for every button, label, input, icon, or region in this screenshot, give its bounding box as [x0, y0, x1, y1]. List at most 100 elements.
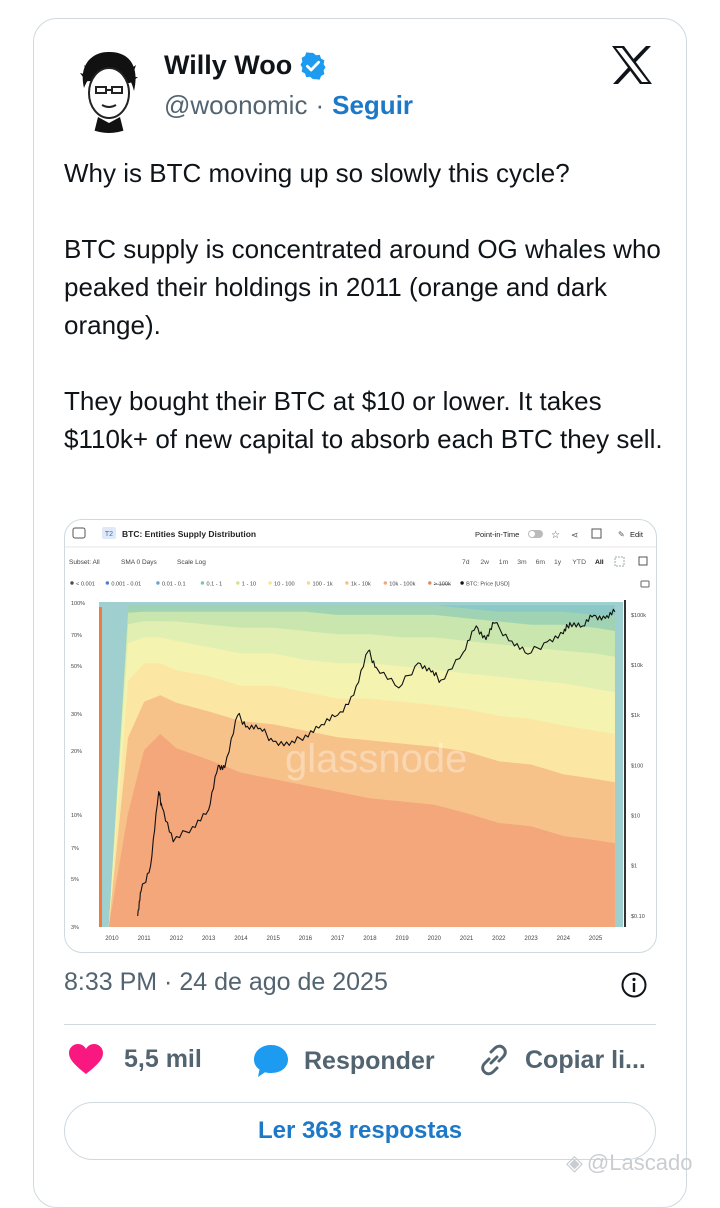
author-avatar[interactable]: [64, 43, 154, 133]
legend-swatch: [156, 581, 160, 585]
calendar-icon[interactable]: [638, 556, 648, 566]
link-icon: [481, 1044, 507, 1076]
like-count: 5,5 mil: [124, 1044, 202, 1073]
y-right-tick-label: $10: [631, 814, 640, 820]
y-right-tick-label: $10k: [631, 663, 643, 669]
legend-item[interactable]: 1 - 10: [242, 582, 256, 588]
y-left-tick-label: 20%: [71, 749, 82, 755]
y-axis-right: $100k $10k $1k $100 $10 $1 $0.10: [631, 613, 646, 920]
x-tick-label: 2018: [363, 936, 377, 942]
legend-swatch: [236, 581, 240, 585]
legend-item[interactable]: BTC: Price [USD]: [466, 582, 510, 588]
legend-swatch: [200, 581, 205, 585]
legend-swatch: [306, 581, 311, 585]
y-right-tick-label: $100k: [631, 613, 646, 619]
tweet-paragraph: Why is BTC moving up so slowly this cycl…: [64, 158, 570, 188]
legend-item[interactable]: 10k - 100k: [389, 582, 415, 588]
legend-swatch: [460, 581, 464, 585]
x-tick-label: 2015: [266, 936, 280, 942]
y-left-tick-label: 100%: [71, 601, 85, 607]
copy-icon[interactable]: [591, 528, 602, 539]
subset-select[interactable]: Subset: All: [69, 559, 100, 566]
x-tick-label: 2013: [202, 936, 216, 942]
camera-icon[interactable]: [640, 580, 650, 588]
range-button-3m[interactable]: 3m: [517, 559, 527, 566]
legend-item[interactable]: 0.1 - 1: [206, 582, 222, 588]
zoom-icon[interactable]: [614, 556, 625, 567]
read-replies-button[interactable]: Ler 363 respostas: [64, 1102, 656, 1160]
range-button-1y[interactable]: 1y: [554, 559, 562, 566]
y-left-tick-label: 30%: [71, 712, 82, 718]
x-tick-label: 2011: [138, 936, 152, 942]
author-handle[interactable]: @woonomic: [164, 90, 308, 120]
follow-button[interactable]: Seguir: [332, 90, 414, 120]
author-name-text: Willy Woo: [164, 50, 293, 80]
tweet-text: Why is BTC moving up so slowly this cycl…: [64, 154, 664, 496]
legend-swatch: [105, 581, 110, 585]
y-right-tick-label: $1: [631, 864, 637, 870]
plot-right-edge: [624, 600, 626, 927]
edit-label[interactable]: Edit: [630, 530, 644, 539]
x-axis: 2010 2011 2012 2013 2014 2015 2016 2017 2018 2019…: [105, 936, 603, 942]
author-handle-row: @woonomic · Seguir: [164, 90, 413, 121]
author-name[interactable]: Willy Woo: [164, 50, 328, 81]
legend-swatch: [345, 581, 349, 585]
actions-divider: [64, 1024, 656, 1025]
legend-item[interactable]: 100 - 1k: [313, 582, 333, 588]
like-button[interactable]: 5,5 mil: [68, 1043, 202, 1075]
x-tick-label: 2016: [299, 936, 313, 942]
star-icon[interactable]: ☆: [551, 530, 560, 541]
copy-link-button[interactable]: Copiar li...: [477, 1043, 646, 1077]
x-tick-label: 2010: [105, 936, 119, 942]
chart-title: BTC: Entities Supply Distribution: [122, 529, 256, 539]
y-left-tick-label: 7%: [71, 846, 79, 852]
y-left-tick-label: 50%: [71, 664, 82, 670]
x-tick-label: 2022: [492, 936, 506, 942]
watermark: ◈ @Lascado: [566, 1150, 692, 1176]
scale-select[interactable]: Scale Log: [177, 559, 206, 566]
tweet-timestamp[interactable]: 8:33 PM · 24 de ago de 2025: [64, 968, 388, 996]
chart-svg: T2 BTC: Entities Supply Distribution Poi…: [65, 527, 656, 942]
range-button-all[interactable]: All: [595, 559, 604, 566]
y-left-tick-label: 10%: [71, 813, 82, 819]
x-logo-icon[interactable]: [610, 45, 654, 85]
range-button-6m[interactable]: 6m: [536, 559, 546, 566]
share-icon[interactable]: ⋖: [571, 530, 579, 540]
legend-swatch: [268, 581, 272, 585]
x-tick-label: 2019: [395, 936, 409, 942]
range-button-1m[interactable]: 1m: [499, 559, 509, 566]
y-right-tick-label: $0.10: [631, 914, 645, 920]
legend-item[interactable]: < 0.001: [76, 582, 95, 588]
tweet-paragraph: BTC supply is concentrated around OG wha…: [64, 234, 661, 340]
toggle-knob: [529, 531, 535, 537]
heart-icon: [69, 1044, 103, 1074]
range-button-2w[interactable]: 2w: [480, 559, 489, 566]
legend-item[interactable]: 0.001 - 0.01: [111, 582, 141, 588]
edit-icon[interactable]: ✎: [618, 530, 625, 539]
range-buttons: 7d 2w 1m 3m 6m 1y YTD All: [462, 556, 625, 567]
range-button-7d[interactable]: 7d: [462, 559, 470, 566]
glassnode-watermark: glassnode: [285, 737, 467, 781]
sidebar-toggle-icon[interactable]: [72, 527, 86, 539]
copy-link-label: Copiar li...: [525, 1045, 646, 1074]
x-tick-label: 2017: [331, 936, 345, 942]
chart-legend: < 0.001 0.001 - 0.01 0.01 - 0.1 0.1 - 1 1 - …: [70, 581, 510, 588]
info-icon[interactable]: [620, 971, 648, 999]
plot-area: [99, 602, 623, 927]
range-button-ytd[interactable]: YTD: [572, 559, 586, 566]
legend-swatch: [70, 581, 74, 585]
legend-item[interactable]: 1k - 10k: [351, 582, 371, 588]
legend-swatch: [428, 581, 432, 585]
legend-item[interactable]: > 100k: [434, 582, 451, 588]
chart-image[interactable]: T2 BTC: Entities Supply Distribution Poi…: [64, 519, 657, 953]
price-line: [137, 608, 616, 916]
avatar-illustration: [64, 43, 154, 133]
diamond-icon: ◈: [566, 1150, 583, 1175]
reply-button[interactable]: Responder: [252, 1043, 435, 1079]
chart-badge-bg: [102, 527, 116, 539]
y-right-tick-label: $100: [631, 763, 643, 769]
legend-item[interactable]: 10 - 100: [274, 582, 295, 588]
area-10k-100k: [108, 734, 615, 927]
legend-item[interactable]: 0.01 - 0.1: [162, 582, 186, 588]
sma-select[interactable]: SMA 0 Days: [121, 559, 158, 566]
